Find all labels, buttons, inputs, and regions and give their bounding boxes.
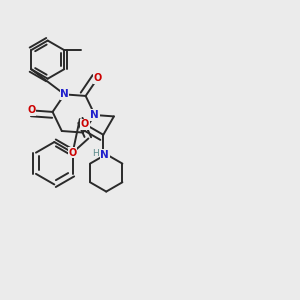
Text: O: O — [27, 105, 36, 116]
Text: H: H — [92, 149, 98, 158]
Text: O: O — [93, 74, 102, 83]
Text: N: N — [60, 89, 69, 99]
Text: N: N — [100, 150, 109, 160]
Text: O: O — [68, 148, 77, 158]
Text: N: N — [91, 110, 99, 120]
Text: O: O — [81, 119, 89, 129]
